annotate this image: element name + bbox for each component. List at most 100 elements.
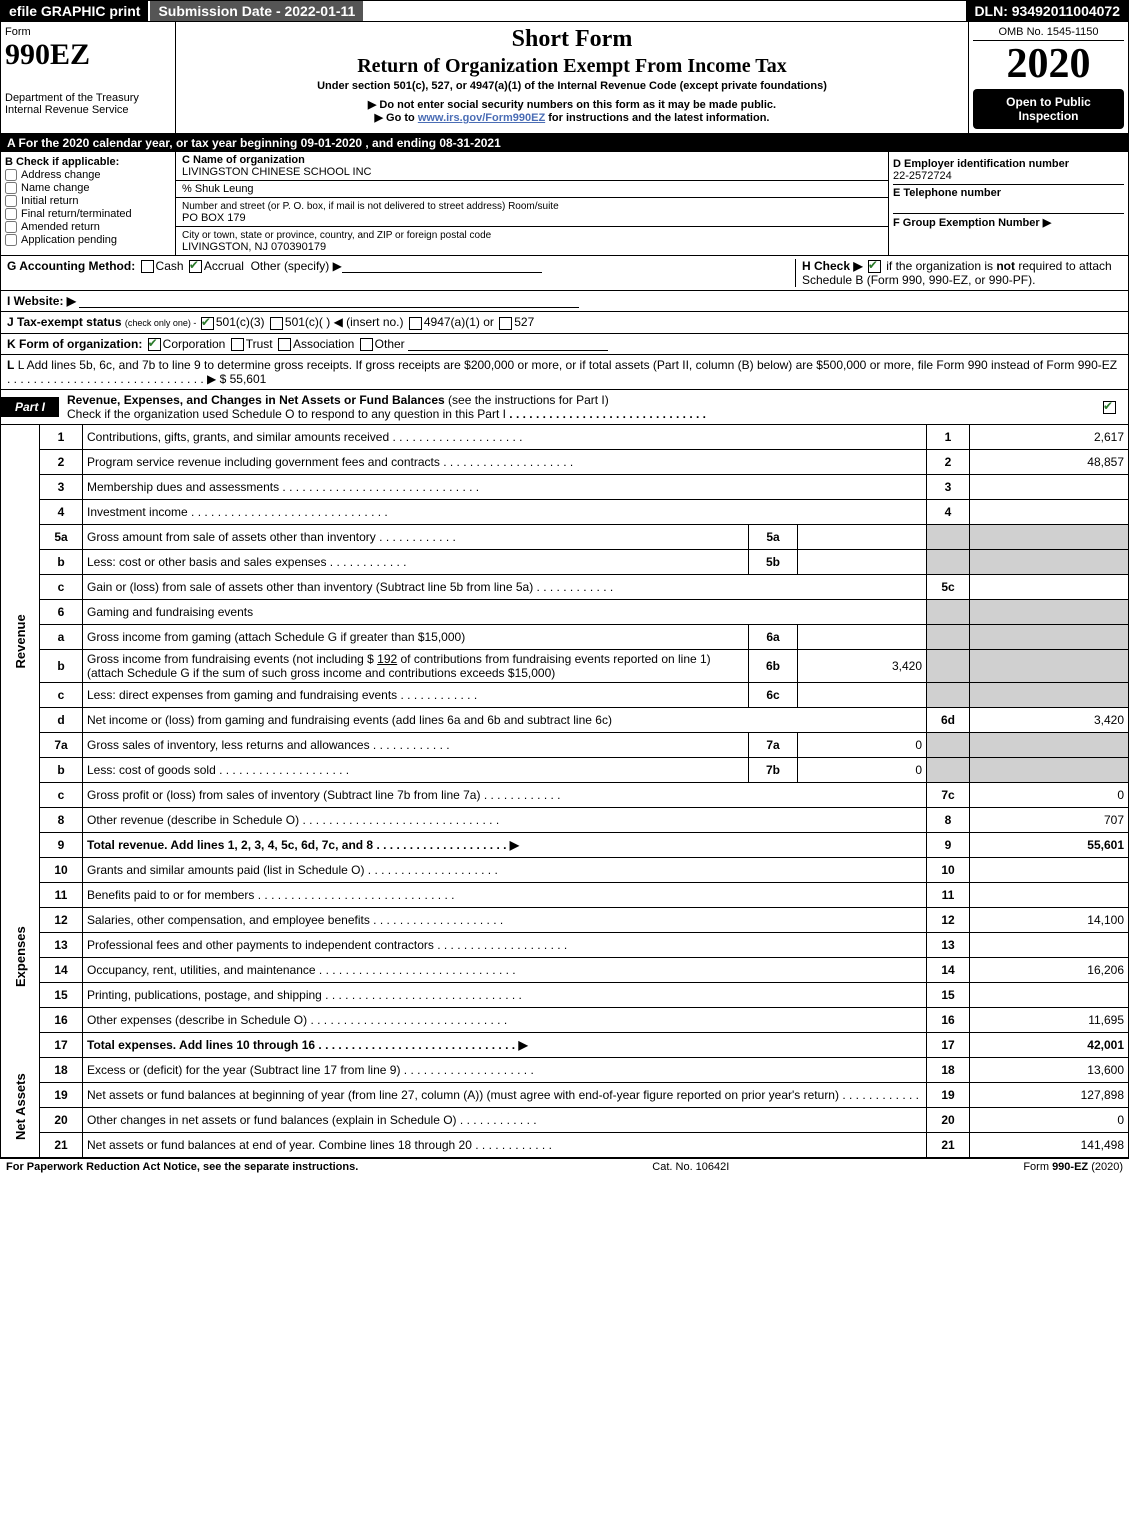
line-20-row: 20Other changes in net assets or fund ba…	[1, 1107, 1129, 1132]
top-bar: efile GRAPHIC print Submission Date - 20…	[0, 0, 1129, 22]
val-2: 48,857	[970, 449, 1129, 474]
lbl-f: F Group Exemption Number ▶	[893, 217, 1051, 229]
line-i: I Website: ▶	[0, 291, 1129, 312]
org-name: LIVINGSTON CHINESE SCHOOL INC	[182, 166, 371, 178]
footer-left: For Paperwork Reduction Act Notice, see …	[6, 1161, 358, 1173]
val-17: 42,001	[970, 1032, 1129, 1057]
val-19: 127,898	[970, 1082, 1129, 1107]
val-21: 141,498	[970, 1132, 1129, 1157]
chk-name-change[interactable]: Name change	[5, 182, 171, 194]
line-10-row: Expenses 10Grants and similar amounts pa…	[1, 857, 1129, 882]
short-form-title: Short Form	[180, 26, 964, 53]
addr-label: Number and street (or P. O. box, if mail…	[182, 201, 559, 212]
chk-initial-return[interactable]: Initial return	[5, 195, 171, 207]
line-21-row: 21Net assets or fund balances at end of …	[1, 1132, 1129, 1157]
part1-tag: Part I	[1, 397, 59, 417]
line-12-row: 12Salaries, other compensation, and empl…	[1, 907, 1129, 932]
subval-5a	[798, 524, 927, 549]
header-right: OMB No. 1545-1150 2020 Open to Public In…	[968, 22, 1128, 133]
line-6b-row: b Gross income from fundraising events (…	[1, 649, 1129, 682]
line-8-row: 8Other revenue (describe in Schedule O) …	[1, 807, 1129, 832]
line-7a-row: 7aGross sales of inventory, less returns…	[1, 732, 1129, 757]
org-name-block: C Name of organization LIVINGSTON CHINES…	[176, 152, 888, 181]
expenses-side-label: Expenses	[1, 857, 40, 1057]
city-block: City or town, state or province, country…	[176, 227, 888, 255]
line-17-row: 17Total expenses. Add lines 10 through 1…	[1, 1032, 1129, 1057]
val-7c: 0	[970, 782, 1129, 807]
header-left: Form 990EZ Department of the Treasury In…	[1, 22, 176, 133]
box-right: D Employer identification number 22-2572…	[888, 152, 1128, 255]
tax-year: 2020	[973, 43, 1124, 85]
line-9-row: 9Total revenue. Add lines 1, 2, 3, 4, 5c…	[1, 832, 1129, 857]
chk-corp[interactable]	[148, 338, 161, 351]
dept-treasury: Department of the Treasury	[5, 92, 171, 104]
row-gh: G Accounting Method: Cash Accrual Other …	[0, 256, 1129, 291]
chk-final-return[interactable]: Final return/terminated	[5, 208, 171, 220]
form-word: Form	[5, 26, 171, 38]
line-3-row: 3Membership dues and assessments 3	[1, 474, 1129, 499]
line-19-row: 19Net assets or fund balances at beginni…	[1, 1082, 1129, 1107]
val-5c	[970, 574, 1129, 599]
form-header: Form 990EZ Department of the Treasury In…	[0, 22, 1129, 134]
chk-501c3[interactable]	[201, 317, 214, 330]
care-of: % Shuk Leung	[176, 181, 888, 198]
line-k: K Form of organization: Corporation Trus…	[0, 334, 1129, 355]
website-input[interactable]	[79, 295, 579, 308]
chk-accrual[interactable]	[189, 260, 202, 273]
chk-address-change[interactable]: Address change	[5, 169, 171, 181]
chk-amended[interactable]: Amended return	[5, 221, 171, 233]
ssn-warning: ▶ Do not enter social security numbers o…	[180, 98, 964, 111]
other-org-input[interactable]	[408, 338, 608, 351]
lbl-d: D Employer identification number	[893, 158, 1069, 170]
val-18: 13,600	[970, 1057, 1129, 1082]
val-15	[970, 982, 1129, 1007]
box-d: D Employer identification number 22-2572…	[893, 156, 1124, 185]
city-value: LIVINGSTON, NJ 070390179	[182, 241, 326, 253]
chk-h[interactable]	[868, 260, 881, 273]
chk-trust[interactable]	[231, 338, 244, 351]
line-2-row: 2Program service revenue including gover…	[1, 449, 1129, 474]
val-3	[970, 474, 1129, 499]
line-11-row: 11Benefits paid to or for members 11	[1, 882, 1129, 907]
goto-line: ▶ Go to www.irs.gov/Form990EZ for instru…	[180, 111, 964, 124]
chk-527[interactable]	[499, 317, 512, 330]
addr-value: PO BOX 179	[182, 212, 246, 224]
chk-other-org[interactable]	[360, 338, 373, 351]
lines-table: Revenue 1 Contributions, gifts, grants, …	[0, 425, 1129, 1158]
val-13	[970, 932, 1129, 957]
val-4	[970, 499, 1129, 524]
line-13-row: 13Professional fees and other payments t…	[1, 932, 1129, 957]
line-l: L L Add lines 5b, 6c, and 7b to line 9 t…	[0, 355, 1129, 390]
line-7c-row: cGross profit or (loss) from sales of in…	[1, 782, 1129, 807]
line-5a-row: 5aGross amount from sale of assets other…	[1, 524, 1129, 549]
submission-date: Submission Date - 2022-01-11	[148, 1, 365, 21]
line-7b-row: bLess: cost of goods sold 7b0	[1, 757, 1129, 782]
chk-4947[interactable]	[409, 317, 422, 330]
footer-right: Form 990-EZ (2020)	[1023, 1161, 1123, 1173]
address-block: Number and street (or P. O. box, if mail…	[176, 198, 888, 227]
irs-link[interactable]: www.irs.gov/Form990EZ	[418, 112, 545, 124]
subval-7a: 0	[798, 732, 927, 757]
chk-assoc[interactable]	[278, 338, 291, 351]
val-1: 2,617	[970, 425, 1129, 450]
efile-label[interactable]: efile GRAPHIC print	[1, 1, 148, 21]
info-block: B Check if applicable: Address change Na…	[0, 152, 1129, 256]
line-15-row: 15Printing, publications, postage, and s…	[1, 982, 1129, 1007]
chk-application-pending[interactable]: Application pending	[5, 234, 171, 246]
val-20: 0	[970, 1107, 1129, 1132]
val-11	[970, 882, 1129, 907]
subval-6a	[798, 624, 927, 649]
lbl-e: E Telephone number	[893, 187, 1001, 199]
chk-cash[interactable]	[141, 260, 154, 273]
line-6a-row: aGross income from gaming (attach Schedu…	[1, 624, 1129, 649]
subval-6b: 3,420	[798, 649, 927, 682]
chk-501c[interactable]	[270, 317, 283, 330]
box-e: E Telephone number	[893, 185, 1124, 214]
other-specify-input[interactable]	[342, 260, 542, 273]
omb-number: OMB No. 1545-1150	[973, 26, 1124, 41]
open-inspection: Open to Public Inspection	[973, 89, 1124, 129]
line-4-row: 4Investment income 4	[1, 499, 1129, 524]
val-12: 14,100	[970, 907, 1129, 932]
chk-part1-schedo[interactable]	[1103, 401, 1116, 414]
line-5b-row: bLess: cost or other basis and sales exp…	[1, 549, 1129, 574]
